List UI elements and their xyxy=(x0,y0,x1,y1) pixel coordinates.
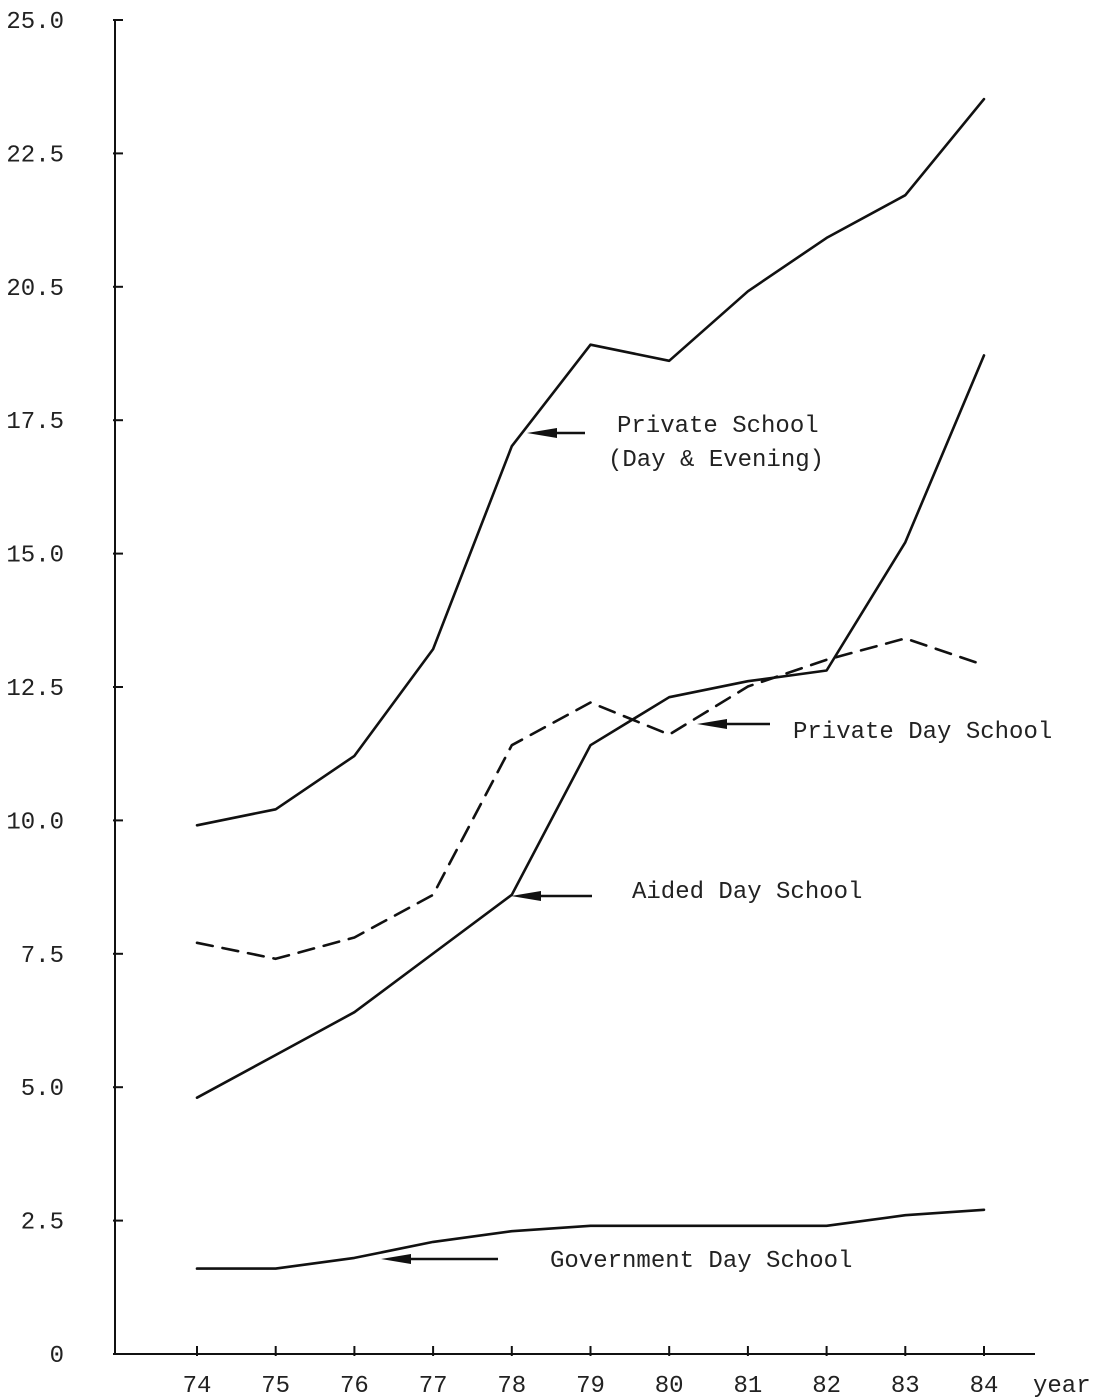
label-aided-day-school: Aided Day School xyxy=(632,879,862,906)
series-lines xyxy=(195,97,986,1270)
y-tick-label: 10.0 xyxy=(6,809,64,836)
label-private-school-sub: (Day & Evening) xyxy=(608,447,824,474)
x-tick-label: 77 xyxy=(419,1373,448,1400)
y-tick-label: 17.5 xyxy=(6,409,64,436)
x-tick-label: 78 xyxy=(497,1373,526,1400)
x-tick-label: 84 xyxy=(970,1373,999,1400)
tick-labels: 0 2.5 5.0 7.5 10.0 12.5 15.0 17.5 20.5 22.5 25.0 74… xyxy=(6,9,998,1400)
series-line-0 xyxy=(195,97,986,827)
series-line-2 xyxy=(195,354,986,1099)
x-tick-label: 80 xyxy=(655,1373,684,1400)
y-tick-label: 0 xyxy=(50,1343,64,1370)
y-tick-label: 2.5 xyxy=(21,1210,64,1237)
axes xyxy=(114,20,1035,1355)
series-line-3 xyxy=(195,1208,986,1270)
y-tick-label: 7.5 xyxy=(21,943,64,970)
x-tick-label: 83 xyxy=(891,1373,920,1400)
arrow-aided-day-school-head xyxy=(511,891,541,901)
x-tick-label: 82 xyxy=(812,1373,841,1400)
label-government-day-school: Government Day School xyxy=(550,1248,852,1275)
x-tick-label: 81 xyxy=(733,1373,762,1400)
y-tick-label: 12.5 xyxy=(6,676,64,703)
x-tick-label: 76 xyxy=(340,1373,369,1400)
x-axis-label: year xyxy=(1033,1373,1091,1400)
x-tick-label: 75 xyxy=(261,1373,290,1400)
y-tick-label: 25.0 xyxy=(6,9,64,36)
x-tick-label: 79 xyxy=(576,1373,605,1400)
annotations: Private School (Day & Evening) Private D… xyxy=(550,413,1091,1400)
arrow-government-day-school-head xyxy=(381,1254,411,1264)
y-tick-label: 5.0 xyxy=(21,1076,64,1103)
y-tick-label: 22.5 xyxy=(6,142,64,169)
annotation-arrows xyxy=(381,428,770,1264)
arrow-private-day-school-head xyxy=(697,719,727,729)
y-tick-label: 20.5 xyxy=(6,276,64,303)
y-tick-label: 15.0 xyxy=(6,543,64,570)
arrow-private-school-head xyxy=(527,428,557,438)
label-private-day-school: Private Day School xyxy=(793,719,1052,746)
label-private-school: Private School xyxy=(617,413,819,440)
series-line-1 xyxy=(195,637,986,961)
x-tick-label: 74 xyxy=(183,1373,212,1400)
